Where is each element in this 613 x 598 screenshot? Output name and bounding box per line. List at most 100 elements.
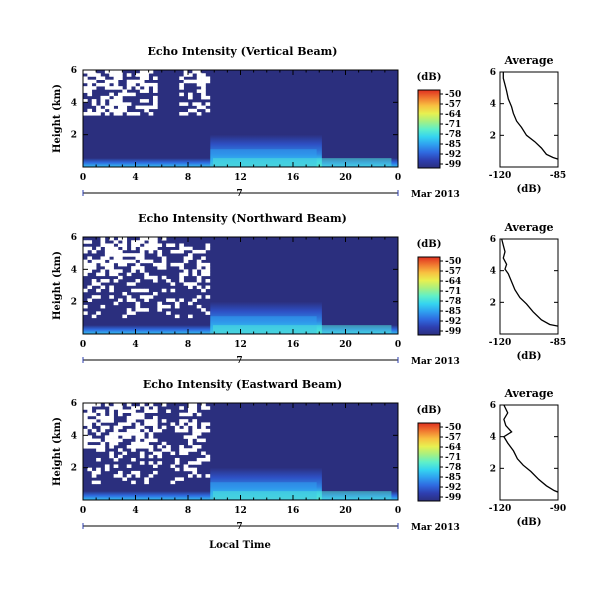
missing-data-cell xyxy=(113,95,119,100)
missing-data-cell xyxy=(104,419,110,423)
missing-data-cell xyxy=(91,438,97,443)
missing-data-cell xyxy=(183,79,189,84)
missing-data-cell xyxy=(205,246,211,251)
missing-data-cell xyxy=(196,82,202,87)
missing-data-cell xyxy=(118,99,123,103)
missing-data-cell xyxy=(131,259,136,264)
missing-data-cell xyxy=(148,105,154,110)
missing-data-cell xyxy=(122,435,128,439)
missing-data-cell xyxy=(100,82,106,87)
missing-data-cell xyxy=(126,298,132,302)
missing-data-cell xyxy=(109,295,114,299)
missing-data-cell xyxy=(192,272,198,277)
missing-data-cell xyxy=(153,99,158,103)
missing-data-cell xyxy=(157,253,163,257)
chart-title: Echo Intensity (Vertical Beam) xyxy=(147,45,337,58)
missing-data-cell xyxy=(109,73,114,77)
profile-x-tick-label: -120 xyxy=(489,338,512,348)
missing-data-cell xyxy=(126,253,132,257)
missing-data-cell xyxy=(113,406,119,410)
missing-data-cell xyxy=(201,73,206,77)
missing-data-cell xyxy=(109,285,114,290)
missing-data-cell xyxy=(109,451,114,456)
missing-data-cell xyxy=(100,425,106,430)
missing-data-cell xyxy=(83,259,88,264)
missing-data-cell xyxy=(100,108,106,113)
missing-data-cell xyxy=(113,435,119,439)
missing-data-cell xyxy=(174,249,180,254)
missing-data-cell xyxy=(109,438,114,443)
missing-data-cell xyxy=(122,262,128,267)
missing-data-cell xyxy=(109,262,114,267)
missing-data-cell xyxy=(113,102,119,106)
colorbar-tick-label: -78 xyxy=(445,130,461,140)
x-tick-label: 8 xyxy=(185,340,191,350)
missing-data-cell xyxy=(153,409,158,413)
day-label: 7 xyxy=(236,189,242,199)
missing-data-cell xyxy=(201,105,206,110)
missing-data-cell xyxy=(179,422,184,426)
missing-data-cell xyxy=(109,253,114,257)
profile-x-tick-label: -85 xyxy=(550,338,566,348)
missing-data-cell xyxy=(139,269,145,273)
missing-data-cell xyxy=(96,403,101,407)
missing-data-cell xyxy=(83,76,88,80)
missing-data-cell xyxy=(100,412,106,417)
missing-data-cell xyxy=(135,301,141,306)
missing-data-cell xyxy=(104,256,110,260)
missing-data-cell xyxy=(131,266,136,270)
missing-data-cell xyxy=(118,95,123,100)
missing-data-cell xyxy=(161,403,167,407)
missing-data-cell xyxy=(100,428,106,433)
missing-data-cell xyxy=(153,279,158,283)
missing-data-cell xyxy=(135,266,141,270)
missing-data-cell xyxy=(87,112,93,116)
missing-data-cell xyxy=(131,409,136,413)
missing-data-cell xyxy=(104,435,110,439)
missing-data-cell xyxy=(192,409,198,413)
missing-data-cell xyxy=(109,86,114,90)
missing-data-cell xyxy=(170,282,176,286)
missing-data-cell xyxy=(135,422,141,426)
missing-data-cell xyxy=(100,102,106,106)
missing-data-cell xyxy=(135,256,141,260)
missing-data-cell xyxy=(113,457,119,462)
missing-data-cell xyxy=(83,441,88,446)
missing-data-cell xyxy=(131,269,136,273)
missing-data-cell xyxy=(126,409,132,413)
missing-data-cell xyxy=(201,403,206,407)
missing-data-cell xyxy=(183,282,189,286)
colorbar-unit: (dB) xyxy=(417,72,442,83)
missing-data-cell xyxy=(83,422,88,426)
missing-data-cell xyxy=(170,288,176,293)
missing-data-cell xyxy=(109,272,114,277)
profile-y-tick-label: 2 xyxy=(490,298,496,308)
profile-frame xyxy=(499,238,559,335)
missing-data-cell xyxy=(118,425,123,430)
missing-data-cell xyxy=(144,82,149,87)
missing-data-cell xyxy=(179,412,184,417)
missing-data-cell xyxy=(118,474,123,478)
missing-data-cell xyxy=(91,73,97,77)
missing-data-cell xyxy=(109,406,114,410)
missing-data-cell xyxy=(139,240,145,244)
missing-data-cell xyxy=(192,249,198,254)
y-tick-label: 4 xyxy=(71,431,77,441)
date-label: Mar 2013 xyxy=(411,190,460,200)
missing-data-cell xyxy=(91,79,97,84)
missing-data-cell xyxy=(153,105,158,110)
missing-data-cell xyxy=(83,438,88,443)
profile-line xyxy=(502,72,559,160)
missing-data-cell xyxy=(157,445,163,449)
y-axis-label: Height (km) xyxy=(52,417,63,486)
missing-data-cell xyxy=(135,304,141,309)
missing-data-cell xyxy=(96,480,101,485)
missing-data-cell xyxy=(96,82,101,87)
missing-data-cell xyxy=(109,237,114,241)
missing-data-cell xyxy=(174,461,180,465)
profile-y-tick-label: 4 xyxy=(490,433,496,443)
missing-data-cell xyxy=(113,428,119,433)
missing-data-cell xyxy=(113,73,119,77)
profile-x-tick-label: -85 xyxy=(550,171,566,181)
missing-data-cell xyxy=(109,243,114,247)
